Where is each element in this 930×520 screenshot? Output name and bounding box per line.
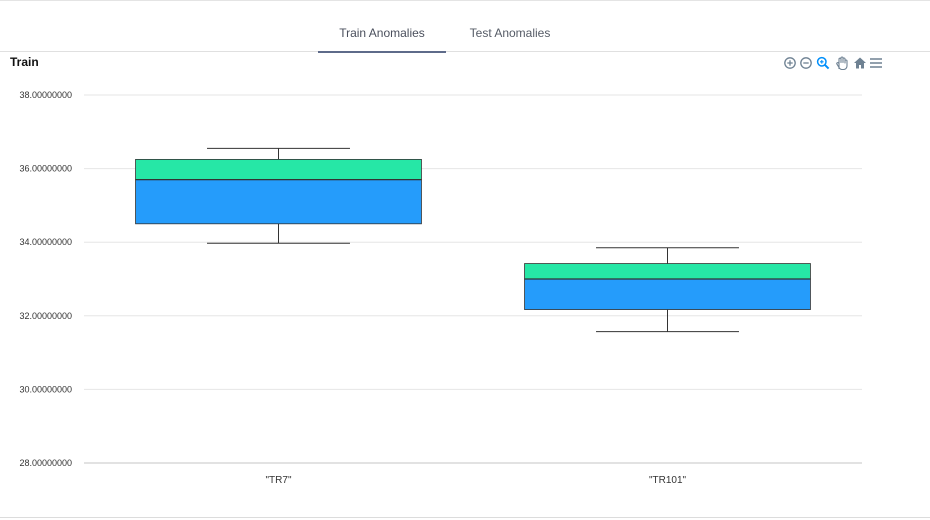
box-2 [524, 247, 811, 333]
upper-quartile-box [135, 158, 422, 181]
tab-train-anomalies-label: Train Anomalies [339, 26, 425, 40]
active-tab-indicator [318, 51, 446, 53]
y-tick-label: 34.00000000 [19, 237, 72, 247]
tab-train-anomalies[interactable]: Train Anomalies [318, 0, 446, 53]
y-tick-label: 38.00000000 [19, 90, 72, 100]
tab-test-anomalies[interactable]: Test Anomalies [446, 0, 574, 52]
y-tick-label: 28.00000000 [19, 458, 72, 468]
upper-quartile-box [524, 263, 811, 280]
pan-icon[interactable] [835, 56, 849, 70]
y-axis-labels: 38.00000000 36.00000000 34.00000000 32.0000… [19, 90, 72, 468]
lower-quartile-box [135, 179, 422, 225]
chart-title: Train [10, 55, 39, 69]
x-tick-label: "TR101" [649, 475, 687, 486]
x-tick-label: "TR7" [266, 475, 292, 486]
tab-bar: Train Anomalies Test Anomalies [0, 0, 930, 53]
box-1 [135, 147, 422, 244]
y-tick-label: 30.00000000 [19, 384, 72, 394]
home-icon[interactable] [853, 56, 867, 70]
frame-bottom-border [0, 517, 930, 518]
lower-quartile-box [524, 278, 811, 310]
frame-top-border [0, 0, 930, 1]
y-tick-label: 36.00000000 [19, 164, 72, 174]
menu-icon[interactable] [869, 56, 883, 70]
selection-zoom-icon[interactable] [816, 56, 830, 70]
zoom-in-icon[interactable] [783, 56, 797, 70]
tab-test-anomalies-label: Test Anomalies [469, 26, 551, 40]
y-tick-label: 32.00000000 [19, 311, 72, 321]
box-series [135, 147, 811, 333]
zoom-out-icon[interactable] [799, 56, 813, 70]
x-axis-labels: "TR7" "TR101" [266, 475, 687, 486]
grid-lines [84, 94, 862, 464]
